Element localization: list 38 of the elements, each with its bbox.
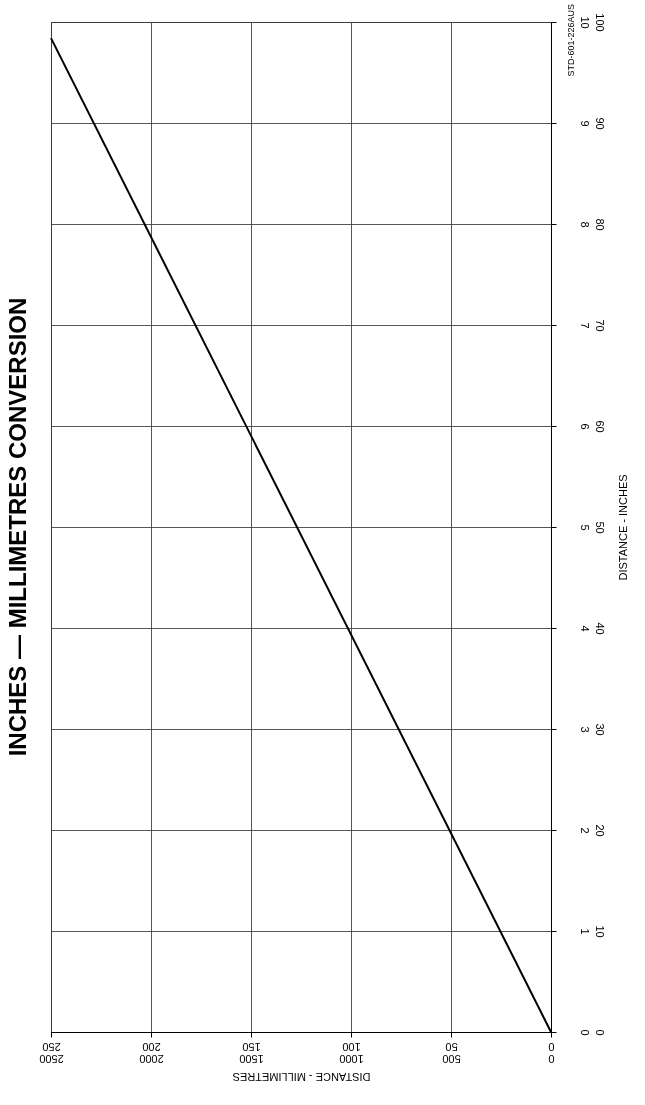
x2-tick-label: 2000 [139,1052,164,1065]
y-tick-label: 5 [578,524,591,531]
y-tick-label: 6 [578,423,591,430]
y2-tick-label: 20 [593,824,606,837]
x-tick-label: 50 [445,1040,458,1053]
y2-tick-label: 40 [593,622,606,635]
y2-axis-title: DISTANCE - INCHES [616,474,629,581]
y-tick-label: 9 [578,120,591,127]
y2-tick-label: 70 [593,319,606,332]
x-tick-label: 100 [342,1040,361,1053]
y-tick-label: 10 [578,16,591,29]
y2-tick-label: 30 [593,723,606,736]
y-tick-label: 7 [578,322,591,329]
y-tick-label: 3 [578,726,591,733]
text: STD-601-226AUS [566,4,576,77]
x-tick-label: 250 [42,1040,61,1053]
y-tick-label: 1 [578,928,591,935]
y-tick-label: 8 [578,221,591,228]
y2-tick-label: 0 [593,1029,606,1036]
y-tick-label: 0 [578,1029,591,1036]
x-tick-label: 200 [142,1040,161,1053]
x-tick-label: 150 [242,1040,261,1053]
y-tick-label: 4 [578,625,591,632]
y2-tick-label: 100 [593,13,606,32]
x2-tick-label: 0 [548,1052,555,1065]
y2-tick-label: 90 [593,117,606,130]
text: INCHES — MILLIMETRES CONVERSION [3,297,31,757]
y2-tick-label: 10 [593,925,606,938]
x-axis-title: DISTANCE - MILLIMETRES [232,1070,371,1083]
y2-tick-label: 80 [593,218,606,231]
x2-tick-label: 1500 [239,1052,264,1065]
x2-tick-label: 1000 [339,1052,364,1065]
y2-tick-label: 50 [593,521,606,534]
x2-tick-label: 2500 [39,1052,64,1065]
x-tick-label: 0 [548,1040,555,1053]
y-tick-label: 2 [578,827,591,834]
y2-tick-label: 60 [593,420,606,433]
x2-tick-label: 500 [442,1052,461,1065]
